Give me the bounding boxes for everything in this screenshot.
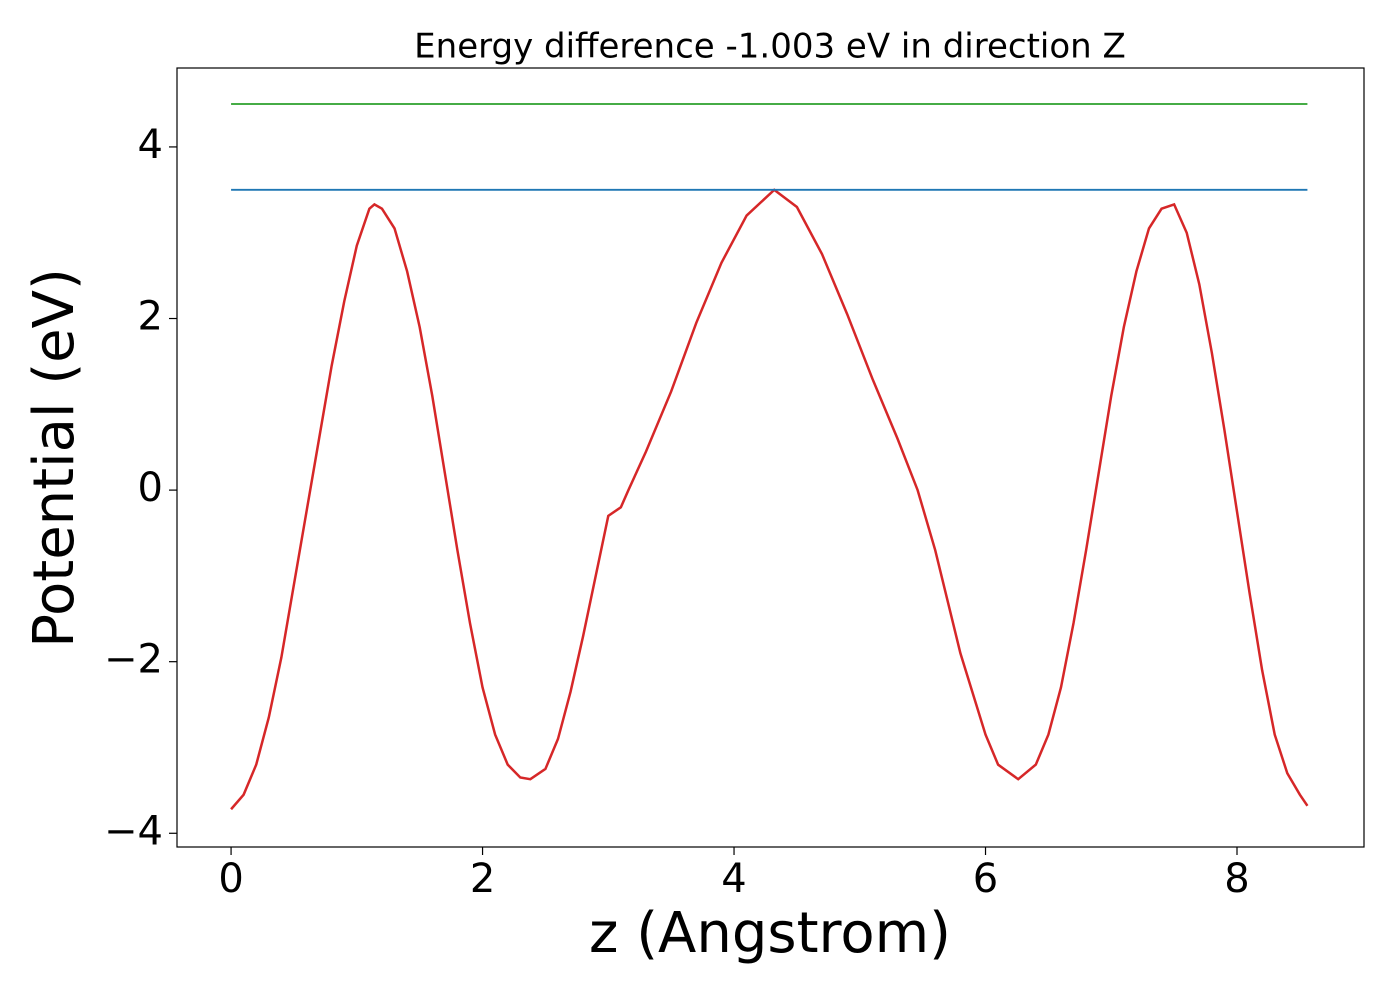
y-tick-label: 0 (138, 465, 163, 511)
y-tick-label: 2 (138, 294, 163, 340)
x-axis-label: z (Angstrom) (589, 901, 951, 966)
y-axis-label: Potential (eV) (22, 268, 87, 648)
y-tick-label: 4 (138, 122, 163, 168)
x-tick-label: 6 (973, 856, 998, 902)
y-tick-label: −2 (104, 637, 163, 683)
x-tick-label: 8 (1224, 856, 1249, 902)
y-tick-label: −4 (104, 808, 163, 854)
chart-title: Energy difference -1.003 eV in direction… (414, 27, 1126, 67)
plot-frame (176, 67, 1365, 848)
x-tick-label: 4 (721, 856, 746, 902)
x-tick-label: 0 (218, 856, 243, 902)
x-tick-label: 2 (470, 856, 495, 902)
series-line (230, 188, 1309, 811)
